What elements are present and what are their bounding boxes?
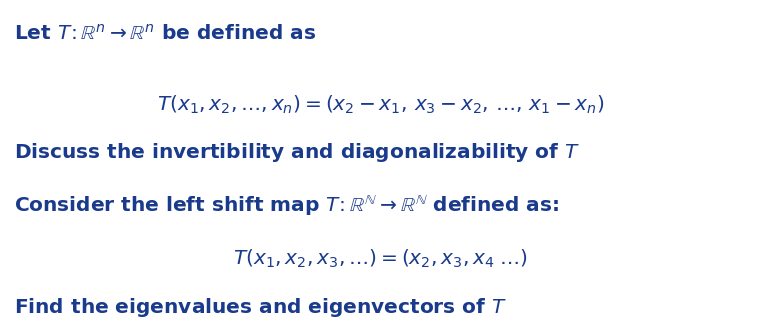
Text: Discuss the invertibility and diagonalizability of $T$: Discuss the invertibility and diagonaliz… xyxy=(14,141,580,164)
Text: Consider the left shift map $T\!: \mathbb{R}^{\mathbb{N}} \rightarrow \mathbb{R}: Consider the left shift map $T\!: \mathb… xyxy=(14,193,559,218)
Text: Let $T\!:\mathbb{R}^n \rightarrow \mathbb{R}^n$ be defined as: Let $T\!:\mathbb{R}^n \rightarrow \mathb… xyxy=(14,23,316,43)
Text: $T(x_1, x_2, \ldots, x_n) = (x_2 - x_1,\, x_3 - x_2,\, \ldots,\, x_1 - x_n)$: $T(x_1, x_2, \ldots, x_n) = (x_2 - x_1,\… xyxy=(157,93,604,115)
Text: Find the eigenvalues and eigenvectors of $T$: Find the eigenvalues and eigenvectors of… xyxy=(14,296,507,319)
Text: $T(x_1, x_2, x_3, \ldots) = (x_2, x_3, x_4 \;\ldots)$: $T(x_1, x_2, x_3, \ldots) = (x_2, x_3, x… xyxy=(233,248,528,270)
